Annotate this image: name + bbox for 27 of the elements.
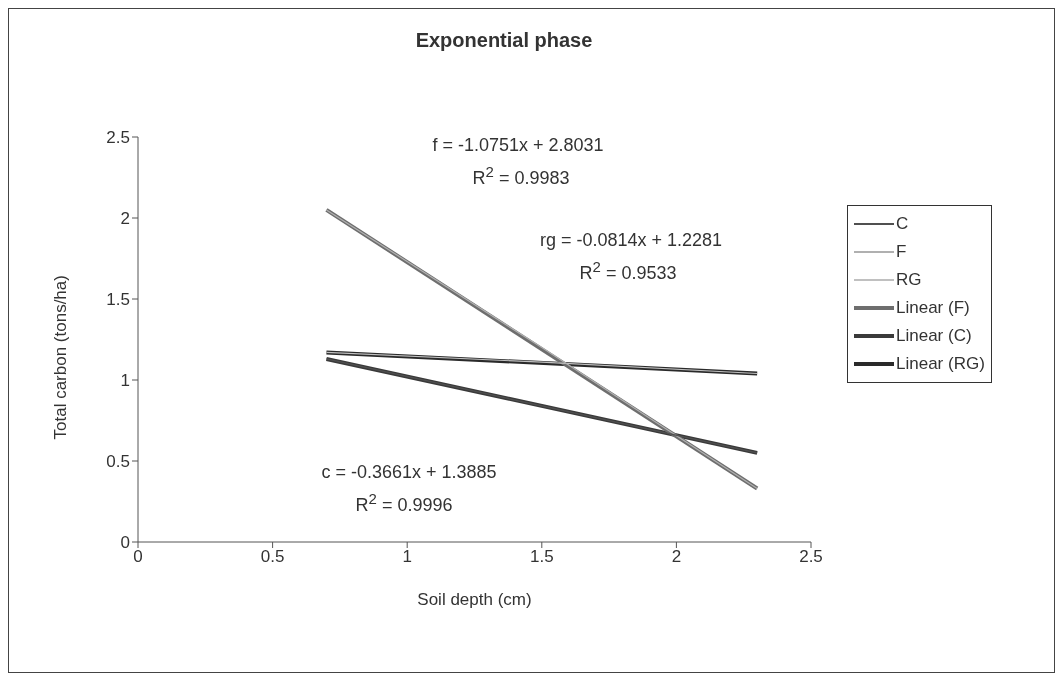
legend-label: C [896, 214, 909, 234]
legend-label: RG [896, 270, 922, 290]
y-tick-label: 2.5 [106, 128, 130, 148]
annotation: f = -1.0751x + 2.8031 [432, 135, 604, 156]
x-tick-label: 1.5 [529, 547, 554, 567]
y-tick-label: 0.5 [106, 452, 130, 472]
x-tick-label: 2.5 [799, 547, 823, 567]
y-axis-title: Total carbon (tons/ha) [51, 275, 71, 440]
legend-label: Linear (RG) [896, 354, 985, 374]
legend-label: Linear (C) [896, 326, 972, 346]
annotation: R$^{2}$ = 0.9996 [355, 490, 453, 516]
annotation: rg = -0.0814x + 1.2281 [539, 230, 723, 251]
y-tick-label: 2 [120, 209, 130, 229]
annotation: c = -0.3661x + 1.3885 [321, 462, 497, 483]
annotation: R$^{2}$ = 0.9533 [579, 258, 677, 284]
y-tick-label: 1.5 [106, 290, 130, 310]
y-tick-label: 1 [120, 371, 130, 391]
y-tick-label: 0 [120, 533, 130, 553]
x-tick-label: 0 [133, 547, 143, 567]
x-tick-label: 0.5 [260, 547, 285, 567]
annotation: R$^{2}$ = 0.9983 [472, 163, 570, 189]
x-axis-title: Soil depth (cm) [417, 590, 532, 609]
legend-label: F [896, 242, 907, 262]
legend-label: Linear (F) [896, 298, 970, 318]
x-tick-label: 2 [671, 547, 682, 567]
chart-title: Exponential phase [414, 29, 594, 52]
x-tick-label: 1 [402, 547, 412, 567]
